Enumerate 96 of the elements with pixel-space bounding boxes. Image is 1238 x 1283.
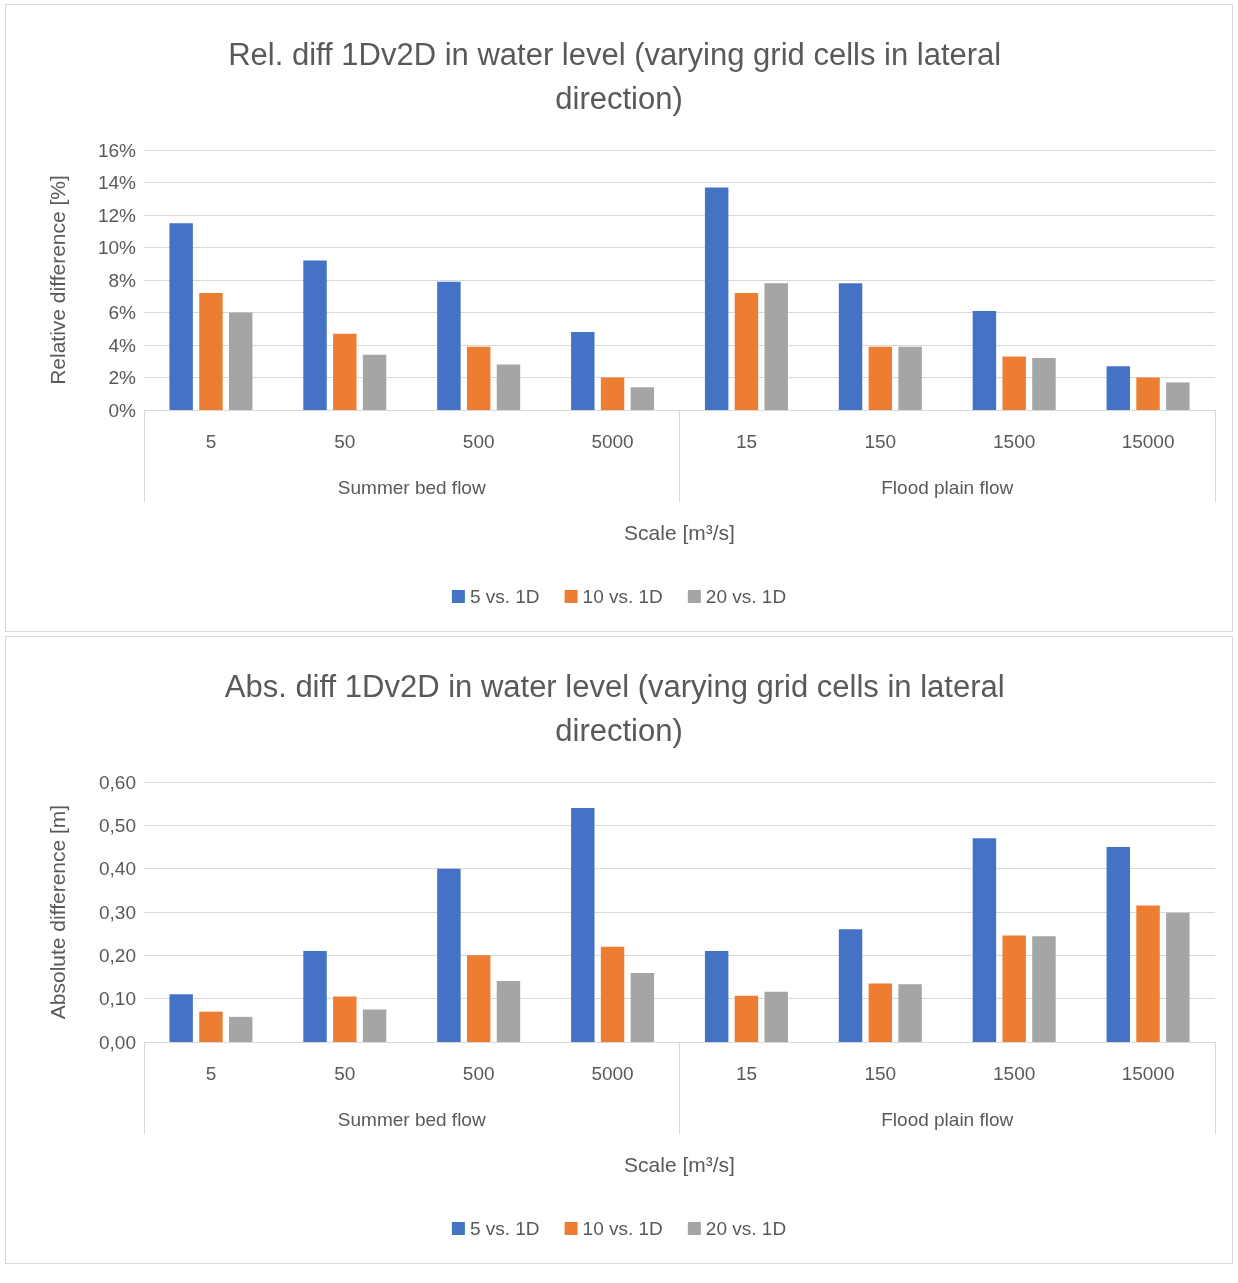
x-axis-title: Scale [m³/s] [624, 521, 735, 544]
y-tick-label: 0,10 [99, 988, 136, 1010]
y-tick-label: 0,60 [99, 771, 136, 793]
y-tick-label: 6% [108, 302, 137, 323]
x-tick-label: 150 [864, 1063, 897, 1084]
x-tick-label: 5000 [591, 431, 634, 452]
bar [571, 808, 595, 1042]
y-tick-label: 2% [108, 367, 137, 388]
y-axis-title: Absolute difference [m] [46, 804, 69, 1020]
x-tick-label: 500 [462, 431, 495, 452]
x-tick-label: 15 [735, 1063, 758, 1084]
bar [734, 293, 759, 410]
bar [972, 838, 997, 1042]
bar [972, 310, 997, 410]
bar [704, 951, 729, 1042]
y-tick-label: 10% [97, 237, 137, 258]
bar [630, 387, 655, 410]
y-tick-label: 0,00 [99, 1031, 136, 1053]
y-tick-label: 0,50 [99, 814, 136, 836]
bar [600, 946, 625, 1042]
bar [630, 973, 655, 1042]
y-tick-label: 4% [108, 334, 137, 356]
bar [898, 346, 922, 410]
bar [1136, 905, 1160, 1042]
bar [838, 929, 863, 1042]
x-tick-label: 50 [334, 431, 356, 452]
chart-title: Abs. diff 1Dv2D in water level (varying grid cells in lateral direction) [224, 668, 1014, 748]
x-tick-label: 15000 [1121, 431, 1175, 452]
y-tick-label: 0,20 [99, 944, 136, 966]
bar [1002, 356, 1026, 410]
bar [362, 354, 387, 410]
bar [1136, 377, 1160, 410]
text: Flood plain flow [881, 1109, 1014, 1130]
x-tick-label: 1500 [993, 1063, 1036, 1084]
bar [571, 332, 595, 410]
y-tick-label: 12% [97, 204, 137, 226]
bar [734, 995, 759, 1042]
legend-label: 20 vs. 1D [705, 586, 787, 607]
x-tick-label: 5 [205, 1063, 217, 1084]
bar [1002, 935, 1026, 1042]
y-axis-title: Relative difference [%] [46, 175, 69, 385]
text: Summer bed flow [337, 477, 486, 498]
bar [437, 868, 461, 1042]
bar [496, 980, 521, 1042]
bar [466, 955, 491, 1042]
bar [303, 260, 327, 410]
bar [303, 951, 327, 1042]
bar [898, 984, 922, 1042]
bar [704, 187, 729, 410]
bar [333, 333, 357, 410]
bar [764, 991, 788, 1042]
legend-label: 5 vs. 1D [469, 586, 540, 607]
bar [466, 346, 491, 410]
bar [1032, 358, 1056, 410]
y-tick-label: 0% [108, 399, 137, 421]
legend-label: 20 vs. 1D [705, 1218, 787, 1239]
bar [600, 377, 625, 410]
x-tick-label: 5000 [591, 1063, 634, 1084]
bar [362, 1009, 387, 1042]
legend-label: 10 vs. 1D [582, 1218, 663, 1239]
bar [764, 283, 788, 410]
bar [199, 293, 223, 410]
bar [228, 1016, 253, 1042]
bar [1166, 912, 1190, 1042]
bar [333, 996, 357, 1042]
y-tick-label: 14% [97, 172, 137, 193]
bar [169, 994, 193, 1042]
y-tick-label: 8% [108, 269, 137, 291]
y-tick-label: 16% [97, 139, 137, 161]
bar [199, 1011, 223, 1042]
x-tick-label: 5 [205, 431, 217, 452]
legend-label: 5 vs. 1D [469, 1218, 540, 1239]
x-tick-label: 1500 [993, 431, 1036, 452]
bar [437, 281, 461, 410]
bar [496, 364, 521, 410]
bar [1106, 847, 1131, 1042]
text: Flood plain flow [881, 477, 1014, 498]
text: Summer bed flow [337, 1109, 486, 1130]
bar [169, 223, 193, 410]
bar [1106, 366, 1131, 410]
x-tick-label: 150 [864, 431, 897, 452]
bar [228, 312, 253, 410]
x-tick-label: 15 [735, 431, 758, 452]
y-tick-label: 0,40 [99, 858, 136, 880]
y-tick-label: 0,30 [99, 901, 136, 923]
bar [1166, 382, 1190, 410]
bar [868, 346, 893, 410]
legend-label: 10 vs. 1D [582, 586, 663, 607]
bar [868, 983, 893, 1042]
x-tick-label: 15000 [1121, 1063, 1175, 1084]
chart-title: Rel. diff 1Dv2D in water level (varying grid cells in lateral direction) [228, 36, 1010, 116]
x-tick-label: 50 [334, 1063, 356, 1084]
bar [838, 283, 863, 410]
x-axis-title: Scale [m³/s] [624, 1153, 735, 1176]
x-tick-label: 500 [462, 1063, 495, 1084]
bar [1032, 936, 1056, 1042]
